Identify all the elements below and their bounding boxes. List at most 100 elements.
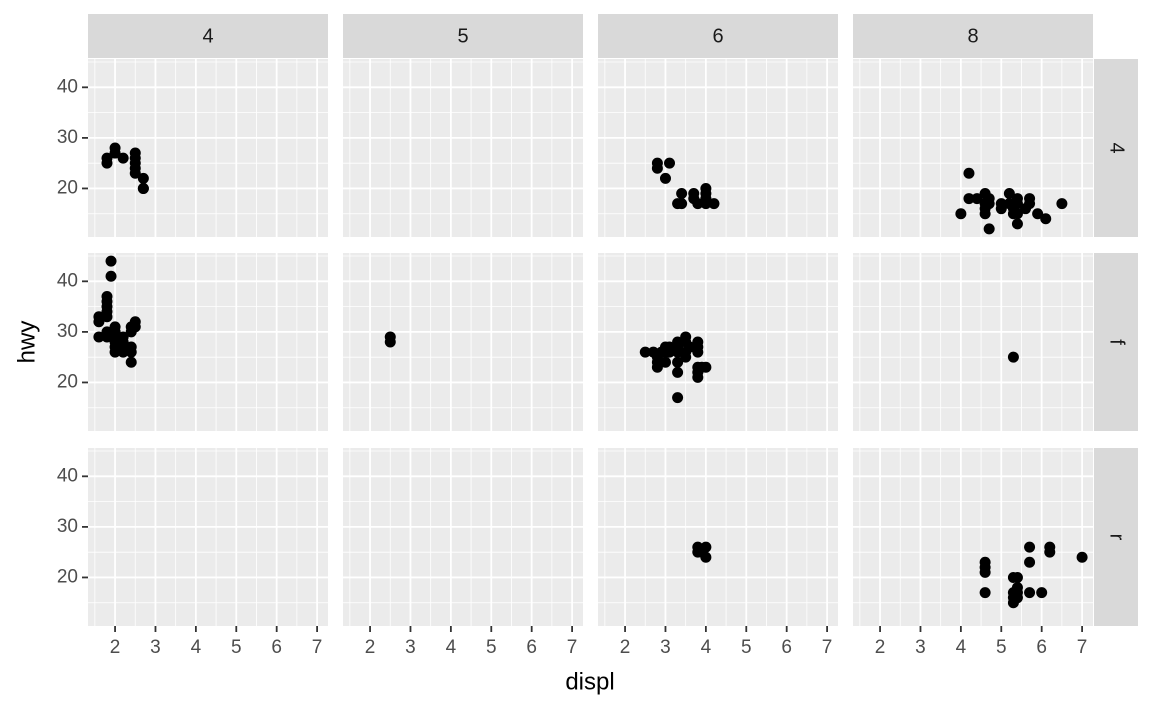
point (1003, 188, 1015, 200)
point (664, 341, 676, 353)
x-tick-label: 7 (567, 637, 578, 658)
point (651, 162, 663, 174)
x-tick-label: 2 (620, 637, 631, 658)
panel-background (598, 59, 838, 237)
point (672, 366, 684, 378)
point (655, 346, 667, 358)
point (109, 346, 121, 358)
point (639, 346, 651, 358)
x-tick-label: 4 (956, 637, 967, 658)
panel-background (853, 59, 1093, 237)
x-tick-label: 7 (312, 637, 323, 658)
point (983, 223, 995, 235)
point (117, 331, 129, 343)
point (109, 326, 121, 338)
point (963, 167, 975, 179)
point (651, 361, 663, 373)
point (963, 193, 975, 205)
point (109, 147, 121, 159)
strip-label: r (1106, 534, 1128, 541)
point (1024, 587, 1036, 599)
panel-background (853, 448, 1093, 626)
strip-label: 4 (1106, 142, 1128, 153)
point (672, 356, 684, 368)
point (117, 346, 129, 358)
point (1044, 546, 1056, 558)
point (125, 346, 137, 358)
point (692, 346, 704, 358)
x-tick-label: 2 (875, 637, 886, 658)
point (1011, 198, 1023, 210)
strip (1094, 59, 1138, 237)
point (971, 193, 983, 205)
x-tick-label: 6 (271, 637, 282, 658)
panel-background (88, 448, 328, 626)
x-tick-label: 6 (1036, 637, 1047, 658)
point (129, 162, 141, 174)
panel-background (598, 253, 838, 431)
point (995, 203, 1007, 215)
point (93, 331, 105, 343)
point (101, 157, 113, 169)
y-axis-title: hwy (13, 321, 40, 364)
y-tick-label: 30 (57, 516, 78, 537)
x-tick-label: 5 (996, 637, 1007, 658)
point (700, 361, 712, 373)
x-tick-label: 2 (110, 637, 121, 658)
point (137, 182, 149, 194)
strip (1094, 253, 1138, 431)
point (672, 346, 684, 358)
point (1056, 198, 1068, 210)
x-tick-label: 6 (781, 637, 792, 658)
panel-background (853, 253, 1093, 431)
point (1011, 571, 1023, 583)
y-tick-label: 20 (57, 566, 78, 587)
x-tick-label: 4 (701, 637, 712, 658)
strip (853, 14, 1093, 58)
y-tick-label: 20 (57, 371, 78, 392)
point (676, 188, 688, 200)
point (1020, 203, 1032, 215)
x-tick-label: 3 (150, 637, 161, 658)
strip-label: f (1106, 339, 1128, 345)
strip-label: 4 (202, 25, 213, 47)
x-axis-title: displ (565, 668, 614, 695)
point (101, 326, 113, 338)
point (117, 152, 129, 164)
point (1076, 551, 1088, 563)
point (105, 270, 117, 282)
panel-background (343, 448, 583, 626)
panel-background (343, 59, 583, 237)
point (105, 255, 117, 267)
x-tick-label: 5 (486, 637, 497, 658)
strip-label: 5 (457, 25, 468, 47)
x-tick-label: 2 (365, 637, 376, 658)
x-tick-label: 3 (915, 637, 926, 658)
point (1011, 208, 1023, 220)
x-tick-label: 5 (231, 637, 242, 658)
x-tick-label: 4 (446, 637, 457, 658)
strip (598, 14, 838, 58)
point (692, 371, 704, 383)
x-tick-label: 3 (405, 637, 416, 658)
x-tick-label: 6 (526, 637, 537, 658)
point (680, 351, 692, 363)
y-tick-label: 20 (57, 177, 78, 198)
strip (1094, 448, 1138, 626)
point (696, 546, 708, 558)
panel-background (88, 59, 328, 237)
point (700, 193, 712, 205)
strip-label: 8 (967, 25, 978, 47)
panel-background (598, 448, 838, 626)
point (1040, 213, 1052, 225)
point (955, 208, 967, 220)
point (1032, 208, 1044, 220)
panel-background (343, 253, 583, 431)
point (979, 566, 991, 578)
point (101, 290, 113, 302)
point (1007, 351, 1019, 363)
y-tick-label: 30 (57, 321, 78, 342)
point (129, 321, 141, 333)
